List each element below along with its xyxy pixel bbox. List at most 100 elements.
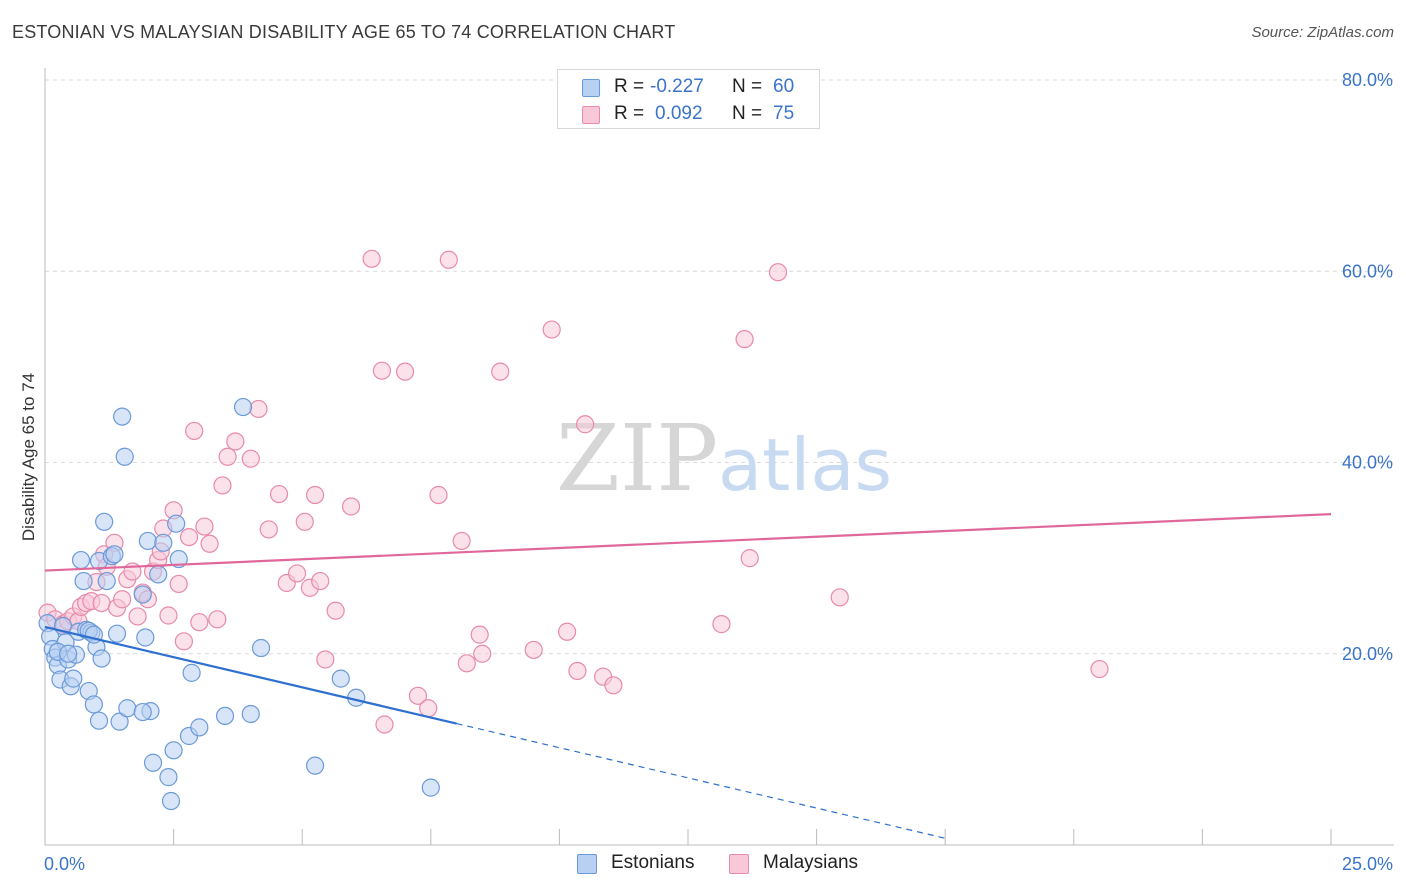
malaysian-point	[92, 593, 111, 613]
legend-label-estonians: Estonians	[611, 852, 695, 873]
malaysian-point	[362, 249, 381, 268]
estonian-point	[107, 624, 127, 643]
malaysian-point	[470, 625, 489, 644]
estonian-point	[97, 571, 116, 591]
malaysian-point	[768, 263, 788, 282]
malaysian-point	[295, 512, 314, 531]
malaysian-point	[195, 517, 214, 536]
malaysian-point	[712, 615, 731, 634]
x-tick-label: 25.0%	[1342, 854, 1393, 874]
estonian-point	[136, 628, 155, 647]
estonian-point	[143, 753, 163, 772]
malaysians-swatch	[729, 854, 749, 874]
y-tick-label: 20.0%	[1342, 644, 1393, 664]
malaysian-point	[218, 447, 237, 466]
estonian-point	[110, 712, 129, 731]
legend-label-malaysians: Malaysians	[763, 852, 859, 873]
source-credit: Source: ZipAtlas.com	[1251, 24, 1394, 41]
r-value: -0.227	[650, 76, 704, 97]
n-value: 60	[773, 76, 795, 97]
malaysian-point	[185, 421, 204, 441]
malaysian-point	[429, 485, 448, 505]
y-axis-label: Disability Age 65 to 74	[19, 373, 38, 541]
estonian-point	[421, 778, 440, 797]
malaysian-point	[305, 485, 325, 505]
estonian-point	[215, 706, 235, 726]
y-tick-label: 40.0%	[1342, 453, 1393, 473]
estonian-point	[59, 644, 78, 663]
malaysian-point	[439, 250, 458, 269]
estonian-point	[241, 704, 260, 724]
y-tick-label: 80.0%	[1342, 70, 1393, 90]
y-tick-label: 60.0%	[1342, 261, 1393, 281]
malaysian-point	[200, 534, 219, 553]
malaysian-point	[576, 415, 595, 434]
malaysian-point	[341, 497, 361, 516]
malaysian-point	[395, 362, 415, 381]
malaysian-point	[491, 362, 510, 381]
malaysian-point	[452, 531, 471, 551]
malaysian-point	[287, 564, 307, 583]
malaysian-point	[190, 613, 209, 632]
zipatlas-watermark: ZIP atlas	[556, 405, 892, 512]
estonian-point	[169, 549, 188, 569]
malaysian-point	[419, 699, 438, 718]
malaysian-point	[179, 527, 199, 547]
series-legend: Estonians Malaysians	[0, 851, 1406, 877]
n-label: N =	[732, 103, 763, 124]
estonian-point	[113, 407, 132, 426]
n-value: 75	[773, 103, 795, 124]
malaysian-point	[249, 399, 268, 419]
malaysians-swatch	[582, 106, 600, 124]
malaysian-point	[174, 632, 193, 651]
malaysian-point	[408, 686, 428, 705]
estonian-point	[331, 669, 350, 688]
malaysian-point	[226, 432, 245, 451]
legend-row-malaysians: R = 0.092 N = 75	[558, 101, 821, 127]
malaysian-point	[113, 590, 132, 609]
malaysian-point	[372, 361, 392, 380]
estonian-point	[71, 550, 91, 570]
correlation-legend: R = -0.227 N = 60 R = 0.092 N = 75	[557, 69, 820, 129]
malaysian-point	[558, 622, 577, 641]
estonian-point	[154, 533, 173, 552]
axes-layer	[44, 68, 1394, 846]
chart-title: ESTONIAN VS MALAYSIAN DISABILITY AGE 65 …	[12, 22, 676, 42]
malaysian-point	[311, 571, 330, 591]
malaysian-point	[830, 588, 849, 607]
estonian-point	[190, 718, 209, 737]
estonian-point	[133, 585, 152, 604]
estonian-point	[233, 397, 253, 417]
malaysian-point	[604, 676, 623, 695]
trend-lines	[44, 513, 1332, 839]
estonians-trend-extension	[456, 722, 946, 839]
malaysian-point	[735, 330, 754, 349]
estonian-point	[305, 756, 325, 775]
malaysian-point	[213, 476, 232, 495]
estonians-swatch	[577, 854, 597, 874]
x-tick-label: 0.0%	[44, 854, 85, 874]
malaysian-point	[542, 320, 561, 339]
estonian-point	[89, 711, 109, 730]
grid-layer	[45, 79, 1394, 655]
r-label: R =	[614, 103, 645, 124]
estonians-trend-line	[44, 625, 457, 725]
estonian-point	[164, 741, 183, 760]
malaysian-point	[128, 607, 147, 626]
estonians-points	[38, 397, 440, 811]
estonian-point	[95, 512, 114, 531]
malaysian-point	[1090, 659, 1109, 679]
malaysian-point	[269, 484, 289, 504]
estonian-point	[84, 695, 103, 714]
malaysian-point	[457, 654, 476, 673]
malaysian-point	[524, 640, 543, 660]
malaysian-point	[473, 644, 492, 663]
estonian-point	[74, 571, 93, 591]
estonian-point	[105, 545, 124, 564]
malaysian-point	[316, 650, 335, 669]
malaysian-point	[208, 610, 227, 629]
estonian-point	[138, 531, 157, 551]
estonian-point	[159, 768, 178, 787]
malaysian-point	[159, 606, 178, 625]
